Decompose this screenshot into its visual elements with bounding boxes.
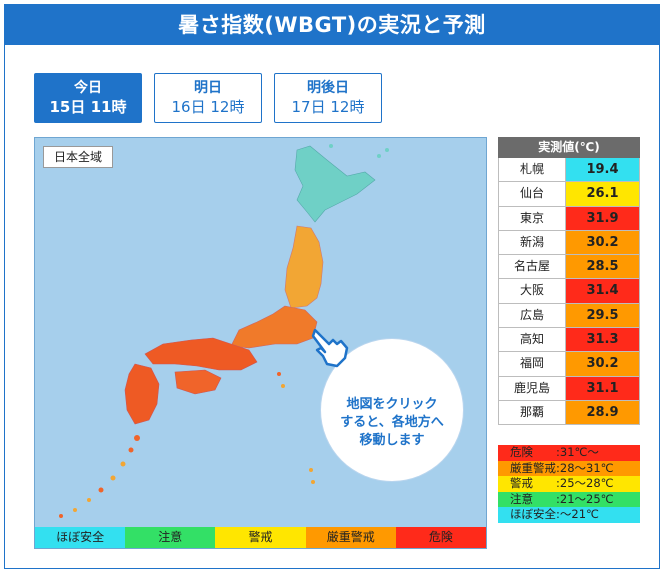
region-label: 日本全域 [43,146,114,168]
island [329,144,333,148]
scale-level-range: :～21℃ [556,507,599,522]
observation-city: 東京 [499,206,566,230]
island [134,435,140,441]
observation-value: 31.9 [566,206,639,230]
pointing-hand-icon [311,328,349,368]
observation-value: 30.2 [566,230,639,255]
observation-city: 仙台 [499,182,566,206]
scale-level-name: 注意 [510,491,533,506]
island [385,148,389,152]
island [311,480,315,484]
observation-value: 28.9 [566,400,639,425]
observation-city: 鹿児島 [499,376,566,400]
observation-value: 28.5 [566,255,639,279]
map-hint-callout[interactable]: 地図をクリック すると、各地方へ 移動します [321,339,463,481]
scale-level-range: :31℃～ [556,445,599,459]
tab-tomorrow-time: 16日 12時 [171,98,245,116]
observation-table: 実測値(℃) 札幌 19.4 仙台 26.1 東京 31.9 新潟 30.2 名古屋 28.5 大阪… [498,137,640,426]
legend-caution: 注意 [125,527,216,548]
tab-today-day: 今日 [74,80,102,96]
island [377,154,381,158]
scale-level-name: ほぼ安全 [510,507,556,522]
map-hint-text: 地図をクリック すると、各地方へ 移動します [340,397,444,448]
island [110,475,116,481]
japan-islands[interactable] [59,144,389,518]
legend-warning: 警戒 [215,527,306,548]
observation-row: 那覇 28.9 [498,400,640,426]
observation-value: 30.2 [566,352,639,376]
hokkaido[interactable] [294,145,376,223]
island [98,487,104,493]
observation-city: 名古屋 [499,255,566,279]
observation-value: 31.3 [566,328,639,352]
observation-row: 鹿児島 31.1 [498,376,640,401]
chubu-kanto[interactable] [230,305,318,349]
legend-bar: ほぼ安全 注意 警戒 厳重警戒 危険 [35,527,486,548]
observation-value: 31.4 [566,279,639,303]
observation-row: 福岡 30.2 [498,352,640,377]
observation-row: 大阪 31.4 [498,279,640,304]
observation-city: 大阪 [499,279,566,303]
island [59,514,63,518]
observation-row: 東京 31.9 [498,206,640,231]
shikoku[interactable] [174,369,222,395]
observation-value: 19.4 [566,158,639,182]
island [128,447,134,453]
island [309,468,313,472]
observation-value: 31.1 [566,376,639,400]
observation-city: 福岡 [499,352,566,376]
scale-rows: 危険:31℃～ 厳重警戒:28～31℃ 警戒:25～28℃ 注意:21～25℃ ほぼ安全… [498,445,640,523]
observation-city: 那覇 [499,400,566,425]
tohoku[interactable] [284,225,324,309]
tab-tomorrow-day: 明日 [194,80,222,96]
scale-row: 厳重警戒:28～31℃ [498,460,640,477]
tab-today[interactable]: 今日 15日 11時 [34,73,142,123]
observation-value: 26.1 [566,182,639,206]
scale-level-name: 危険 [510,445,533,459]
scale-level-range: :21～25℃ [556,491,614,506]
scale-level-name: 警戒 [510,476,533,491]
observation-city: 札幌 [499,158,566,182]
observation-value: 29.5 [566,303,639,328]
island [277,372,281,376]
tab-day-after-time: 17日 12時 [291,98,365,116]
observation-city: 広島 [499,303,566,328]
scale-row: 警戒 :25～28℃ [498,476,640,492]
observation-city: 新潟 [499,230,566,255]
kyushu[interactable] [124,363,160,425]
page-title: 暑さ指数(WBGT)の実況と予測 [5,5,659,45]
observation-city: 高知 [499,328,566,352]
japan-map[interactable]: 日本全域 地図をクリック すると、各地方へ 移動します ほぼ安全 注意 警戒 厳… [34,137,487,549]
observation-row: 名古屋 28.5 [498,255,640,280]
tab-tomorrow[interactable]: 明日 16日 12時 [154,73,262,123]
observation-row: 札幌 19.4 [498,158,640,183]
observation-row: 高知 31.3 [498,328,640,353]
observation-row: 広島 29.5 [498,303,640,329]
island [120,461,126,467]
tab-day-after-day: 明後日 [307,80,349,96]
legend-danger: 危険 [395,527,486,548]
kinki-chugoku[interactable] [144,337,258,371]
japan-map-svg[interactable] [35,138,486,528]
observation-row: 新潟 30.2 [498,230,640,256]
scale-level-range: :28～31℃ [556,460,614,475]
observation-rows: 札幌 19.4 仙台 26.1 東京 31.9 新潟 30.2 名古屋 28.5 大阪 31.4 広島 2… [498,158,640,426]
scale-row: ほぼ安全:～21℃ [498,507,640,523]
tab-day-after-tomorrow[interactable]: 明後日 17日 12時 [274,73,382,123]
legend-severe-warning: 厳重警戒 [305,527,396,548]
scale-level-range: :25～28℃ [556,476,614,491]
observation-row: 仙台 26.1 [498,182,640,207]
legend-safe: ほぼ安全 [35,527,126,548]
scale-level-name: 厳重警戒 [510,460,556,475]
wbgt-scale: 危険:31℃～ 厳重警戒:28～31℃ 警戒:25～28℃ 注意:21～25℃ ほぼ安全… [498,445,640,523]
island [87,498,91,502]
tab-today-time: 15日 11時 [49,98,127,116]
scale-row: 危険 :31℃～ [498,445,640,461]
scale-row: 注意 :21～25℃ [498,491,640,508]
island [281,384,285,388]
island [73,508,77,512]
observation-header: 実測値(℃) [498,137,640,158]
